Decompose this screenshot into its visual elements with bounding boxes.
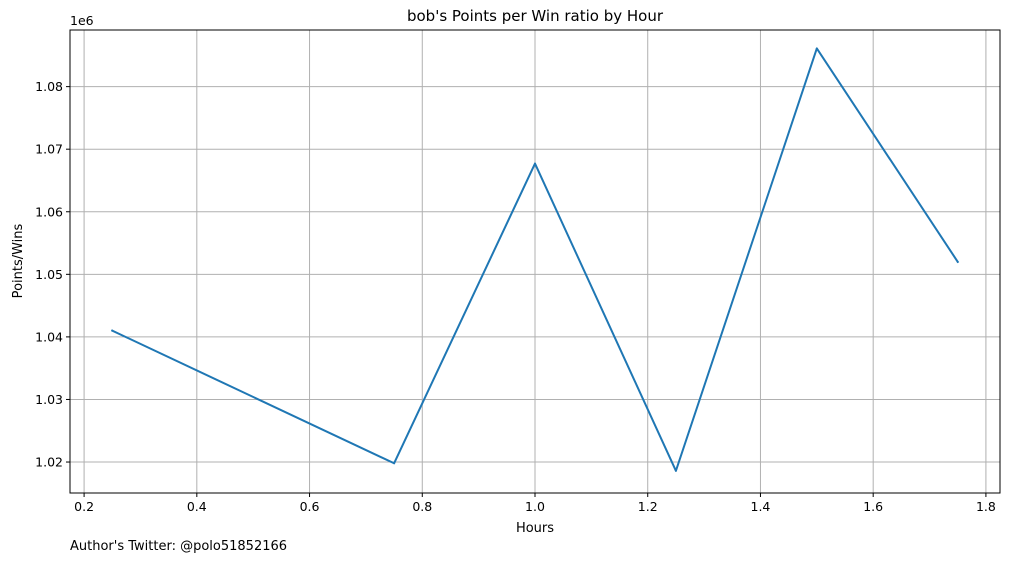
grid [70,30,1000,493]
data-point [111,329,114,332]
y-axis-label: Points/Wins [11,223,26,298]
x-axis-label: Hours [516,521,554,536]
x-tick-label: 0.8 [412,499,432,514]
x-tick-label: 0.4 [187,499,207,514]
data-point [534,162,536,165]
data-point [393,462,396,465]
x-tick-label: 0.6 [300,499,320,514]
x-tick-label: 1.6 [863,499,883,514]
data-point [815,47,818,50]
x-tick-label: 1.8 [976,499,996,514]
series-line [110,47,960,472]
y-tick-label: 1.06 [35,204,63,219]
x-tick-label: 1.0 [525,499,545,514]
author-credit: Author's Twitter: @polo51852166 [70,539,287,554]
y-tick-label: 1.08 [35,79,63,94]
y-tick-label: 1.04 [35,329,63,344]
ticks: 0.2 0.4 0.6 0.8 1.0 1.2 1.4 1.6 1.8 1.02 1.03 1.04 1… [35,79,996,514]
data-point [674,469,677,472]
x-tick-label: 1.4 [751,499,771,514]
data-point [956,260,959,263]
x-tick-label: 1.2 [638,499,658,514]
y-tick-label: 1.03 [35,392,63,407]
x-tick-label: 0.2 [74,499,94,514]
series-layer [110,47,960,472]
y-offset-label: 1e6 [70,13,94,28]
chart-title: bob's Points per Win ratio by Hour [407,7,664,25]
y-tick-label: 1.02 [35,455,63,470]
y-tick-label: 1.07 [35,142,63,157]
y-tick-label: 1.05 [35,267,63,282]
